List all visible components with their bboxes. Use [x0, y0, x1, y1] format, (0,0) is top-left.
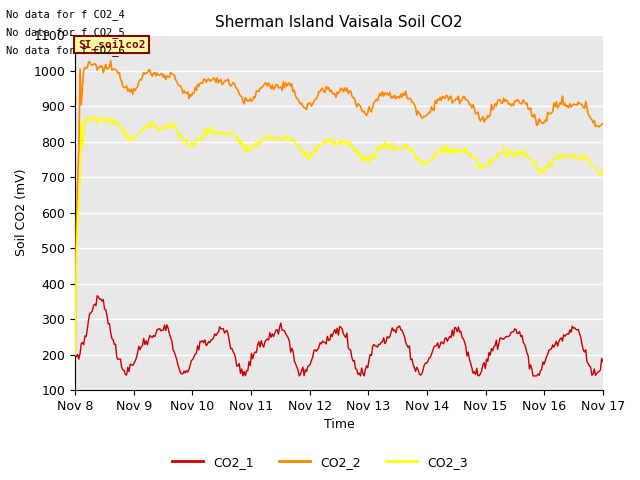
Text: No data for f CO2_6: No data for f CO2_6: [6, 45, 125, 56]
Title: Sherman Island Vaisala Soil CO2: Sherman Island Vaisala Soil CO2: [215, 15, 463, 30]
Text: No data for f CO2_5: No data for f CO2_5: [6, 27, 125, 38]
Text: SI_soilco2: SI_soilco2: [78, 40, 145, 50]
Y-axis label: Soil CO2 (mV): Soil CO2 (mV): [15, 169, 28, 256]
X-axis label: Time: Time: [324, 419, 355, 432]
Legend: CO2_1, CO2_2, CO2_3: CO2_1, CO2_2, CO2_3: [167, 451, 473, 474]
Text: No data for f CO2_4: No data for f CO2_4: [6, 9, 125, 20]
